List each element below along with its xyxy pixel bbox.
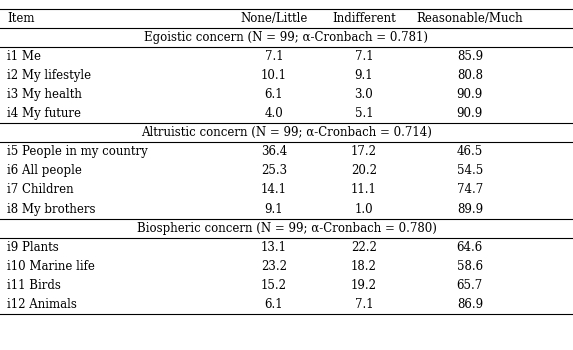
Text: i2 My lifestyle: i2 My lifestyle [7, 69, 91, 82]
Text: i9 Plants: i9 Plants [7, 241, 58, 254]
Text: 6.1: 6.1 [265, 88, 283, 101]
Text: 1.0: 1.0 [355, 203, 373, 216]
Text: 23.2: 23.2 [261, 260, 287, 273]
Text: 90.9: 90.9 [457, 107, 483, 120]
Text: Altruistic concern (N = 99; α-Cronbach = 0.714): Altruistic concern (N = 99; α-Cronbach =… [141, 126, 432, 139]
Text: Biospheric concern (N = 99; α-Cronbach = 0.780): Biospheric concern (N = 99; α-Cronbach =… [136, 222, 437, 235]
Text: 17.2: 17.2 [351, 145, 377, 158]
Text: 80.8: 80.8 [457, 69, 483, 82]
Text: 46.5: 46.5 [457, 145, 483, 158]
Text: 54.5: 54.5 [457, 164, 483, 177]
Text: 25.3: 25.3 [261, 164, 287, 177]
Text: Egoistic concern (N = 99; α-Cronbach = 0.781): Egoistic concern (N = 99; α-Cronbach = 0… [144, 31, 429, 44]
Text: 22.2: 22.2 [351, 241, 377, 254]
Text: 6.1: 6.1 [265, 298, 283, 311]
Text: 18.2: 18.2 [351, 260, 377, 273]
Text: i7 Children: i7 Children [7, 183, 73, 196]
Text: 90.9: 90.9 [457, 88, 483, 101]
Text: None/Little: None/Little [240, 12, 308, 25]
Text: 15.2: 15.2 [261, 279, 287, 292]
Text: 5.1: 5.1 [355, 107, 373, 120]
Text: 9.1: 9.1 [355, 69, 373, 82]
Text: 19.2: 19.2 [351, 279, 377, 292]
Text: 10.1: 10.1 [261, 69, 287, 82]
Text: 13.1: 13.1 [261, 241, 287, 254]
Text: 7.1: 7.1 [355, 298, 373, 311]
Text: i12 Animals: i12 Animals [7, 298, 77, 311]
Text: 89.9: 89.9 [457, 203, 483, 216]
Text: i6 All people: i6 All people [7, 164, 82, 177]
Text: 58.6: 58.6 [457, 260, 483, 273]
Text: i3 My health: i3 My health [7, 88, 82, 101]
Text: Indifferent: Indifferent [332, 12, 396, 25]
Text: 20.2: 20.2 [351, 164, 377, 177]
Text: 4.0: 4.0 [265, 107, 283, 120]
Text: 74.7: 74.7 [457, 183, 483, 196]
Text: 64.6: 64.6 [457, 241, 483, 254]
Text: Item: Item [7, 12, 34, 25]
Text: i8 My brothers: i8 My brothers [7, 203, 95, 216]
Text: 3.0: 3.0 [355, 88, 373, 101]
Text: 85.9: 85.9 [457, 50, 483, 63]
Text: Reasonable/Much: Reasonable/Much [417, 12, 523, 25]
Text: 11.1: 11.1 [351, 183, 377, 196]
Text: i4 My future: i4 My future [7, 107, 81, 120]
Text: i5 People in my country: i5 People in my country [7, 145, 148, 158]
Text: 7.1: 7.1 [265, 50, 283, 63]
Text: i10 Marine life: i10 Marine life [7, 260, 95, 273]
Text: 9.1: 9.1 [265, 203, 283, 216]
Text: 36.4: 36.4 [261, 145, 287, 158]
Text: i1 Me: i1 Me [7, 50, 41, 63]
Text: 14.1: 14.1 [261, 183, 287, 196]
Text: 65.7: 65.7 [457, 279, 483, 292]
Text: i11 Birds: i11 Birds [7, 279, 61, 292]
Text: 86.9: 86.9 [457, 298, 483, 311]
Text: 7.1: 7.1 [355, 50, 373, 63]
